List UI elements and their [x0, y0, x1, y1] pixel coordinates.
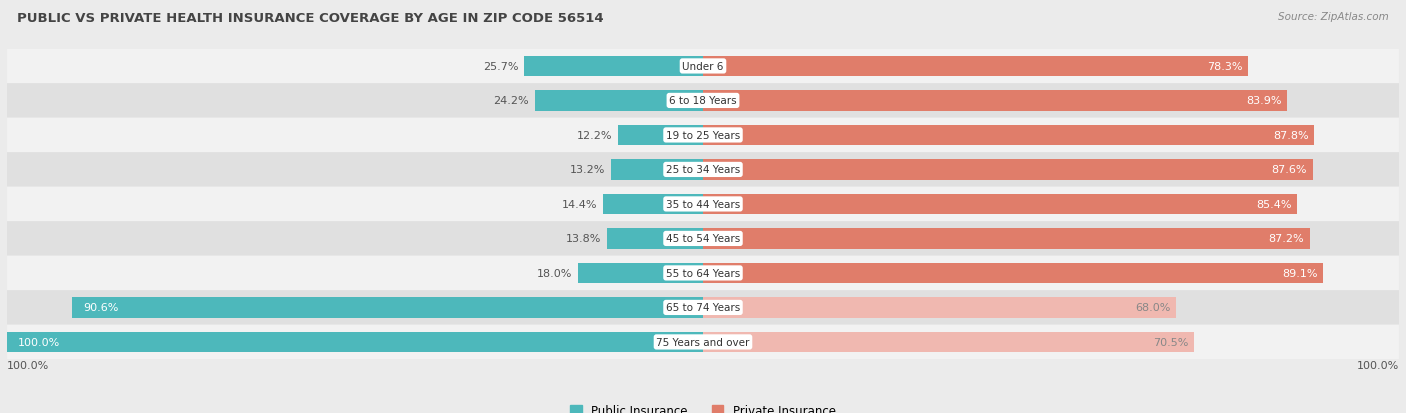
FancyBboxPatch shape: [7, 84, 1399, 119]
Bar: [7, 332, 703, 352]
Text: 24.2%: 24.2%: [494, 96, 529, 106]
Text: 68.0%: 68.0%: [1135, 303, 1171, 313]
Bar: [703, 297, 1177, 318]
FancyBboxPatch shape: [7, 222, 1399, 256]
Bar: [703, 228, 1310, 249]
FancyBboxPatch shape: [7, 290, 1399, 325]
FancyBboxPatch shape: [7, 153, 1399, 187]
Text: 85.4%: 85.4%: [1257, 199, 1292, 209]
Text: 18.0%: 18.0%: [537, 268, 572, 278]
Text: 25 to 34 Years: 25 to 34 Years: [666, 165, 740, 175]
Bar: [612, 160, 703, 180]
Bar: [703, 91, 1286, 112]
Text: 87.8%: 87.8%: [1272, 131, 1309, 140]
Bar: [703, 57, 1249, 77]
Text: 100.0%: 100.0%: [1357, 360, 1399, 370]
Text: 55 to 64 Years: 55 to 64 Years: [666, 268, 740, 278]
Bar: [578, 263, 703, 284]
Bar: [607, 228, 703, 249]
Bar: [524, 57, 703, 77]
Text: 87.6%: 87.6%: [1271, 165, 1308, 175]
FancyBboxPatch shape: [7, 325, 1399, 359]
Bar: [703, 125, 1315, 146]
Text: Source: ZipAtlas.com: Source: ZipAtlas.com: [1278, 12, 1389, 22]
Text: 90.6%: 90.6%: [83, 303, 118, 313]
Bar: [703, 160, 1313, 180]
Text: 12.2%: 12.2%: [576, 131, 613, 140]
Text: 13.8%: 13.8%: [567, 234, 602, 244]
Text: 78.3%: 78.3%: [1206, 62, 1243, 72]
Text: 45 to 54 Years: 45 to 54 Years: [666, 234, 740, 244]
Bar: [73, 297, 703, 318]
Bar: [703, 263, 1323, 284]
Bar: [703, 194, 1298, 215]
Text: 65 to 74 Years: 65 to 74 Years: [666, 303, 740, 313]
FancyBboxPatch shape: [7, 119, 1399, 153]
Text: Under 6: Under 6: [682, 62, 724, 72]
Text: 75 Years and over: 75 Years and over: [657, 337, 749, 347]
Text: 13.2%: 13.2%: [571, 165, 606, 175]
Text: 100.0%: 100.0%: [7, 360, 49, 370]
FancyBboxPatch shape: [7, 256, 1399, 290]
Text: 89.1%: 89.1%: [1282, 268, 1317, 278]
Text: 70.5%: 70.5%: [1153, 337, 1188, 347]
FancyBboxPatch shape: [7, 187, 1399, 222]
Text: 83.9%: 83.9%: [1246, 96, 1281, 106]
Bar: [619, 125, 703, 146]
Text: 25.7%: 25.7%: [484, 62, 519, 72]
Bar: [703, 332, 1194, 352]
Text: 87.2%: 87.2%: [1268, 234, 1305, 244]
FancyBboxPatch shape: [7, 50, 1399, 84]
Text: 35 to 44 Years: 35 to 44 Years: [666, 199, 740, 209]
Text: 14.4%: 14.4%: [562, 199, 598, 209]
Legend: Public Insurance, Private Insurance: Public Insurance, Private Insurance: [565, 399, 841, 413]
Text: PUBLIC VS PRIVATE HEALTH INSURANCE COVERAGE BY AGE IN ZIP CODE 56514: PUBLIC VS PRIVATE HEALTH INSURANCE COVER…: [17, 12, 603, 25]
Bar: [603, 194, 703, 215]
Text: 6 to 18 Years: 6 to 18 Years: [669, 96, 737, 106]
Bar: [534, 91, 703, 112]
Text: 19 to 25 Years: 19 to 25 Years: [666, 131, 740, 140]
Text: 100.0%: 100.0%: [17, 337, 59, 347]
